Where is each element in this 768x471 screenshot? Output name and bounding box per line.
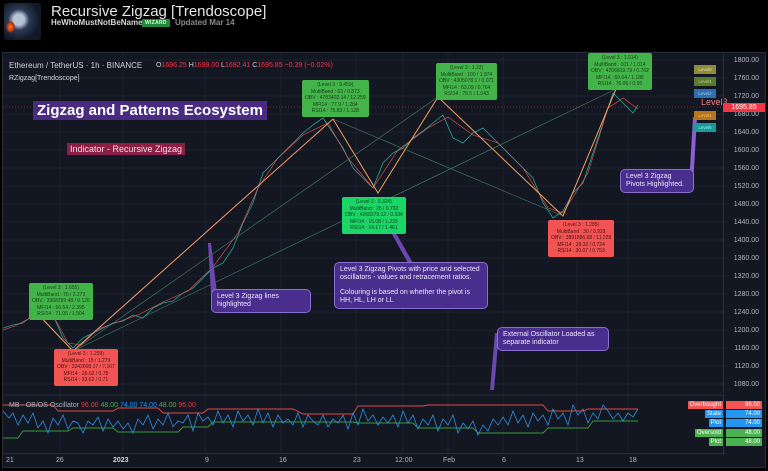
- updated-date: Updated Mar 14: [175, 18, 235, 27]
- state-tag: State: [704, 410, 723, 418]
- level4-legend: Level4: [694, 111, 716, 120]
- open-label: O: [156, 62, 162, 69]
- symbol-title[interactable]: Ethereum / TetherUS · 1h · BINANCE: [9, 61, 143, 70]
- level2-legend: Level2: [694, 89, 716, 98]
- note-pivots-info-text: Level 3 Zigzag Pivots with price and sel…: [340, 266, 480, 281]
- overbought-tag: Overbought: [687, 401, 723, 409]
- note-external-oscillator[interactable]: External Oscillator Loaded as separate i…: [497, 327, 609, 351]
- plot-tag: Plot: [708, 419, 723, 427]
- low-label: L: [221, 62, 225, 69]
- script-header: Recursive Zigzag [Trendoscope] HeWhoMust…: [0, 0, 768, 46]
- level0-legend: Level0: [694, 65, 716, 74]
- level5-legend: Level5: [694, 123, 716, 132]
- oscillator-name: MB - OB/OS Oscillator: [9, 402, 80, 409]
- state-value: 74.00: [726, 410, 762, 418]
- note-pivots-highlighted[interactable]: Level 3 Zigzag Pivots Highlighted.: [620, 169, 694, 193]
- oversold-value: 48.00: [726, 429, 762, 437]
- overbought-value: 96.00: [726, 401, 762, 409]
- low-value: 1692.41: [224, 62, 251, 69]
- close-label: C: [252, 62, 258, 69]
- note-pivots-info[interactable]: Level 3 Zigzag Pivots with price and sel…: [334, 262, 488, 309]
- wizard-badge: WIZARD: [142, 19, 170, 27]
- price-axis[interactable]: 1800.00 1760.00 1720.00 1680.00 1640.00 …: [723, 53, 765, 393]
- high-value: 1699.00: [193, 62, 220, 69]
- banner-subtitle: Indicator - Recursive Zigzag: [67, 143, 186, 155]
- author-avatar[interactable]: [4, 3, 41, 40]
- chart-pane[interactable]: Ethereum / TetherUS · 1h · BINANCE O1696…: [2, 52, 766, 468]
- pivot-label: (Level 3 : 1.299) MultiBand : 15 / 1.279 O…: [54, 349, 118, 386]
- indicator-name[interactable]: RZigzag[Trendoscope]: [9, 75, 80, 82]
- level3-legend: Level3: [701, 97, 728, 107]
- oscillator-legend[interactable]: MB - OB/OS Oscillator 96.00 48.00 74.00 …: [9, 402, 196, 409]
- plot2-value: 48.00: [726, 438, 762, 446]
- note-pivots-colour-text: Colouring is based on whether the pivot …: [340, 289, 470, 304]
- ohlc-values: O1696.25 H1699.00 L1692.41 C1695.85 −0.3…: [156, 62, 333, 69]
- pivot-label: (Level 3 : 1.285) MultiBand : 30 / 0.933 O…: [548, 220, 615, 257]
- oversold-tag: Oversold: [694, 429, 723, 437]
- oscillator-axis[interactable]: [723, 395, 765, 455]
- time-axis[interactable]: 21 26 2023 9 16 23 12:00 Feb 6 13 18: [3, 453, 725, 467]
- level1-legend: Level1: [694, 77, 716, 86]
- banner-title: Zigzag and Patterns Ecosystem: [33, 101, 267, 120]
- open-value: 1696.25: [161, 62, 187, 69]
- plot-value: 74.00: [726, 419, 762, 427]
- pivot-label: (Level 3 : 1.22) MultiBand : 100 / 1.974 O…: [436, 63, 498, 100]
- high-label: H: [188, 62, 194, 69]
- script-title: Recursive Zigzag [Trendoscope]: [51, 3, 267, 20]
- note-lines-highlighted[interactable]: Level 3 Zigzag lines highlighted: [211, 289, 311, 313]
- current-price-badge: 1695.85: [723, 103, 765, 112]
- close-value: 1695.85: [257, 62, 283, 69]
- pivot-label: (Level 3 : 0.324) MultiBand : 25 / 0.792 O…: [342, 197, 406, 234]
- price-change: −0.39 (−0.02%): [284, 62, 333, 69]
- pivot-label: (Level 3 : 9.459) MultiBand : 63 / 0.873 O…: [302, 80, 369, 117]
- plot2-tag: Plot: [708, 438, 723, 446]
- pivot-label: (Level 3 : 1.655) MultiBand : 70 / 2.273 O…: [29, 283, 93, 320]
- author-name[interactable]: HeWhoMustNotBeNamed: [51, 18, 148, 27]
- pivot-label: (Level 3 : 1.014) MultiBand : 101 / 1.014…: [588, 53, 652, 90]
